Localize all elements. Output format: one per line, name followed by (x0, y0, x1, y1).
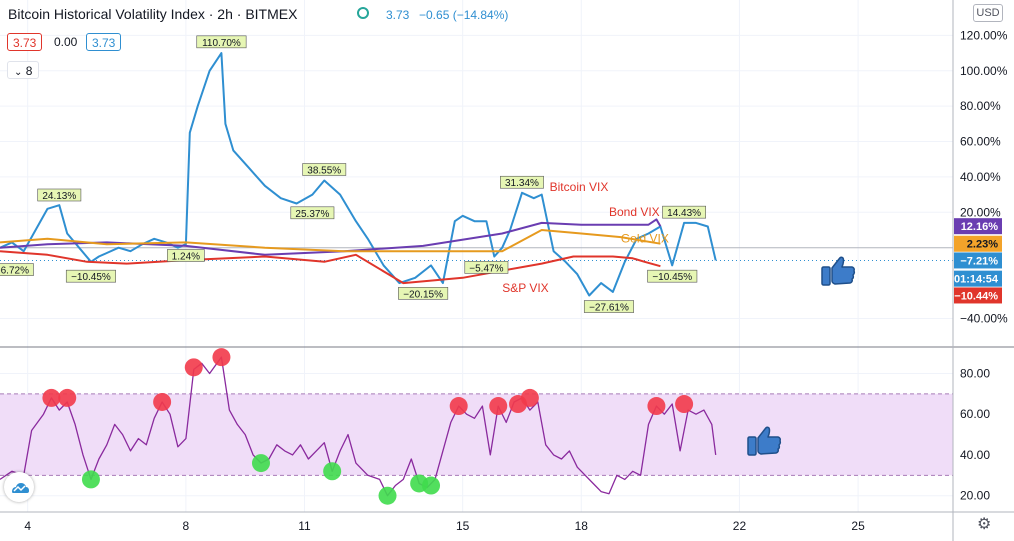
x-tick-label: 8 (183, 519, 190, 533)
value-box-close: 3.73 (86, 33, 122, 51)
oversold-marker (378, 486, 397, 505)
point-label-box (583, 300, 634, 313)
price-tag: −7.21% (960, 255, 998, 267)
series-line-gold-vix (0, 229, 661, 253)
point-label: 25.37% (295, 209, 329, 220)
price-tag: 2.23% (967, 239, 998, 251)
rsi-line (0, 356, 717, 497)
point-label-box (65, 269, 116, 283)
series-name-label: Bitcoin VIX (550, 180, 609, 194)
point-label: 14.43% (667, 208, 701, 219)
overbought-marker (449, 397, 468, 416)
overbought-marker (153, 392, 172, 411)
chart-title: Bitcoin Historical Volatility Index · 2h… (8, 6, 298, 22)
point-label: −27.61% (589, 303, 629, 314)
y-tick-label: 80.00% (960, 99, 1001, 113)
point-label-box (290, 206, 335, 220)
point-label: −5.47% (469, 263, 503, 274)
point-label-box (647, 269, 698, 283)
y-tick-label: 20.00% (960, 205, 1001, 219)
point-label: −6.72% (0, 266, 29, 277)
point-label: 110.70% (202, 38, 241, 49)
x-tick-label: 22 (733, 519, 747, 533)
y-tick-label: 60.00% (960, 135, 1001, 149)
value-box-open: 3.73 (7, 33, 43, 51)
series-name-label: Gold VIX (621, 231, 669, 245)
overbought-marker (647, 397, 666, 416)
rsi-band (0, 393, 953, 476)
chevron-down-icon: ⌄ (14, 67, 23, 78)
overbought-marker (42, 388, 61, 407)
oversold-marker (323, 462, 342, 481)
x-tick-label: 25 (851, 519, 865, 533)
oversold-marker (251, 454, 270, 473)
price-tag: 01:14:54 (954, 274, 999, 286)
value-mid: 0.00 (54, 35, 78, 49)
y-tick-label: 40.00% (960, 170, 1001, 184)
price-tag-box (954, 218, 1002, 235)
point-label-box (37, 188, 82, 202)
y-tick-label: 80.00 (960, 366, 990, 380)
x-tick-label: 15 (456, 519, 470, 533)
y-tick-label: 40.00 (960, 448, 990, 462)
point-label-box (500, 175, 544, 189)
point-label-box (302, 163, 347, 176)
overbought-marker (58, 388, 77, 407)
last-value: 3.73 (386, 8, 410, 22)
market-status-icon (357, 7, 369, 19)
gear-icon[interactable]: ⚙ (977, 516, 992, 533)
point-label-box (464, 261, 509, 274)
overbought-marker (489, 397, 508, 416)
point-label: −10.45% (71, 272, 111, 283)
price-tag: −10.44% (954, 290, 998, 302)
price-tag-box (954, 252, 1002, 269)
tradingview-logo-icon[interactable] (4, 472, 34, 502)
y-tick-label: 20.00 (960, 489, 990, 503)
point-label: 38.55% (307, 165, 341, 176)
collapse-count: 8 (25, 64, 33, 78)
y-tick-label: −40.00% (960, 311, 1008, 325)
point-label-box (196, 35, 247, 49)
price-tag-box (954, 235, 1002, 252)
series-name-label: Bond VIX (609, 205, 660, 219)
oversold-marker (81, 470, 100, 489)
series-line-s-p-vix (0, 250, 661, 285)
overbought-marker (212, 348, 231, 367)
y-tick-label: 60.00 (960, 407, 990, 421)
y-tick-label: 100.00% (960, 64, 1008, 78)
point-label: −20.15% (403, 289, 443, 300)
point-label: 1.24% (172, 251, 200, 262)
x-tick-label: 11 (298, 519, 311, 533)
collapse-indicators-button[interactable]: ⌄ 8 (7, 61, 40, 79)
point-label: −10.45% (652, 272, 692, 283)
change-value: −0.65 (−14.84%) (419, 8, 509, 22)
point-label: 24.13% (42, 191, 76, 202)
overbought-marker (520, 388, 539, 407)
y-tick-label: 120.00% (960, 28, 1008, 42)
point-label: 31.34% (505, 178, 539, 189)
price-tag: 12.16% (961, 221, 999, 233)
series-name-label: S&P VIX (502, 281, 548, 295)
overbought-marker (675, 395, 694, 414)
price-tag-box (954, 287, 1002, 304)
x-tick-label: 4 (24, 519, 31, 533)
point-label-box (0, 263, 34, 276)
point-label-box (167, 249, 205, 262)
point-label-box (662, 205, 707, 219)
x-tick-label: 18 (575, 519, 589, 533)
overbought-marker (184, 358, 203, 377)
series-line-bond-vix (0, 218, 662, 256)
point-label-box (398, 287, 449, 300)
thumbs-up-icon (821, 256, 856, 286)
currency-button[interactable]: USD (973, 4, 1003, 22)
oversold-marker (422, 476, 441, 495)
series-line-bitcoin-vix (0, 52, 717, 297)
price-tag-box (954, 270, 1002, 287)
